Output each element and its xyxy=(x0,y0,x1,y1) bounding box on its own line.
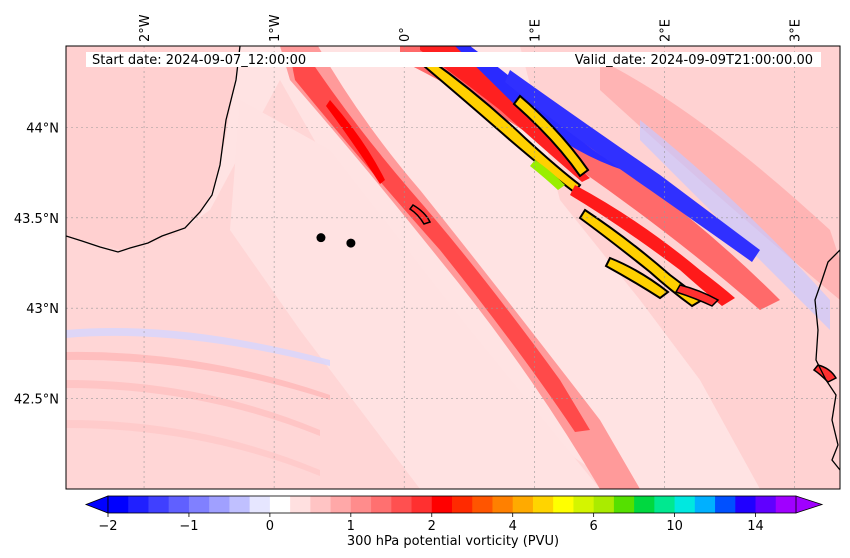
colorbar-swatch xyxy=(310,496,332,513)
colorbar-swatch xyxy=(269,496,291,513)
colorbar-extend-max xyxy=(795,495,824,514)
field-region-northwest xyxy=(66,46,240,250)
field-filament-se-yellow-1 xyxy=(578,208,704,308)
colorbar-tick-label: 4 xyxy=(509,519,517,534)
colorbar-tick-label: −2 xyxy=(98,519,117,534)
field-filament-ne-green xyxy=(530,160,565,190)
colorbar-swatch xyxy=(229,496,251,513)
field-filament-ne-red xyxy=(420,46,590,182)
field-stripe-red-2 xyxy=(66,380,320,436)
colorbar-swatch xyxy=(654,496,676,513)
field-stripe-red-3 xyxy=(66,420,320,476)
colorbar-swatch xyxy=(168,496,190,513)
colorbar-swatch xyxy=(634,496,655,513)
latitude-tick-labels: 44°N 43.5°N 43°N 42.5°N xyxy=(14,121,59,407)
colorbar-swatch xyxy=(492,496,514,513)
colorbar-tick-label: 1 xyxy=(347,519,355,534)
colorbar-swatch xyxy=(755,496,777,513)
field-band-east-red xyxy=(600,60,840,300)
colorbar-swatch xyxy=(512,496,534,513)
field-filament-ne2-yellow xyxy=(512,94,590,178)
lon-tick-label: 1°W xyxy=(268,14,283,42)
longitude-tick-labels: 2°W 1°W 0° 1°E 2°E 3°E xyxy=(138,14,803,42)
lon-tick-label: 2°W xyxy=(138,14,153,42)
colorbar-tick-label: −1 xyxy=(179,519,198,534)
start-date-text: Start date: 2024-09-07_12:00:00 xyxy=(92,53,306,68)
field-filament-se-red-tip xyxy=(674,284,720,307)
colorbar-swatch xyxy=(431,496,453,513)
colorbar-label: 300 hPa potential vorticity (PVU) xyxy=(347,534,559,549)
lon-tick-label: 3°E xyxy=(788,19,803,42)
field-filament-se-red xyxy=(570,185,735,306)
colorbar-frame xyxy=(107,495,797,514)
lon-tick-label: 2°E xyxy=(658,19,673,42)
field-region-central xyxy=(230,100,600,489)
colorbar-tick-label: 0 xyxy=(266,519,274,534)
marker-point-2 xyxy=(346,238,356,248)
lon-tick-label: 1°E xyxy=(528,19,543,42)
colorbar-tick-label: 10 xyxy=(666,519,683,534)
colorbar: −2 −1 0 1 2 4 6 10 14 xyxy=(84,495,824,534)
field-patch-small xyxy=(408,204,432,225)
colorbar-swatch xyxy=(128,496,149,513)
header-box xyxy=(86,52,821,67)
colorbar-swatch xyxy=(148,496,170,513)
colorbar-swatch xyxy=(108,496,129,513)
colorbar-swatch xyxy=(330,496,352,513)
field-streak-main-max xyxy=(326,100,385,184)
colorbar-swatch xyxy=(674,496,696,513)
coastline-east xyxy=(814,249,840,471)
colorbar-swatch xyxy=(694,496,716,513)
colorbar-swatch xyxy=(290,496,311,513)
colorbar-swatch xyxy=(391,496,413,513)
colorbar-swatch xyxy=(735,496,757,513)
field-filament-ne2-blue xyxy=(505,70,760,262)
colorbar-swatch xyxy=(553,496,574,513)
colorbar-tick-label: 2 xyxy=(428,519,436,534)
lat-tick-label: 42.5°N xyxy=(14,393,59,408)
valid-date-text: Valid_date: 2024-09-09T21:00:00.00 xyxy=(575,53,813,68)
field-filament-se-yellow-2 xyxy=(604,256,670,300)
field-band-east-blue xyxy=(640,120,830,330)
colorbar-extend-min xyxy=(84,495,109,514)
field-stripe-blue-1 xyxy=(66,328,330,366)
colorbar-swatch xyxy=(188,496,210,513)
colorbar-swatch xyxy=(573,496,595,513)
colorbar-swatch xyxy=(613,496,635,513)
coastline-west xyxy=(66,46,241,253)
gridlines xyxy=(66,46,840,489)
colorbar-swatch xyxy=(350,496,372,513)
colorbar-swatch xyxy=(775,496,797,513)
colorbar-swatch xyxy=(715,496,736,513)
marker-point-1 xyxy=(316,233,326,243)
lat-tick-label: 44°N xyxy=(26,121,59,136)
lon-tick-label: 0° xyxy=(398,27,413,42)
colorbar-swatch xyxy=(209,496,230,513)
lat-tick-label: 43.5°N xyxy=(14,212,59,227)
colorbar-swatch xyxy=(452,496,473,513)
colorbar-swatch xyxy=(472,496,493,513)
field-stripe-red-1 xyxy=(66,351,330,400)
lat-tick-label: 43°N xyxy=(26,302,59,317)
colorbar-swatch xyxy=(532,496,554,513)
map-panel xyxy=(66,46,840,489)
colorbar-swatch xyxy=(371,496,392,513)
markers xyxy=(316,233,356,248)
map-frame xyxy=(65,45,841,490)
colorbar-tick-label: 6 xyxy=(590,519,598,534)
colorbar-tick-label: 14 xyxy=(747,519,764,534)
colorbar-swatch xyxy=(593,496,615,513)
colorbar-swatch xyxy=(249,496,271,513)
colorbar-swatch xyxy=(411,496,433,513)
